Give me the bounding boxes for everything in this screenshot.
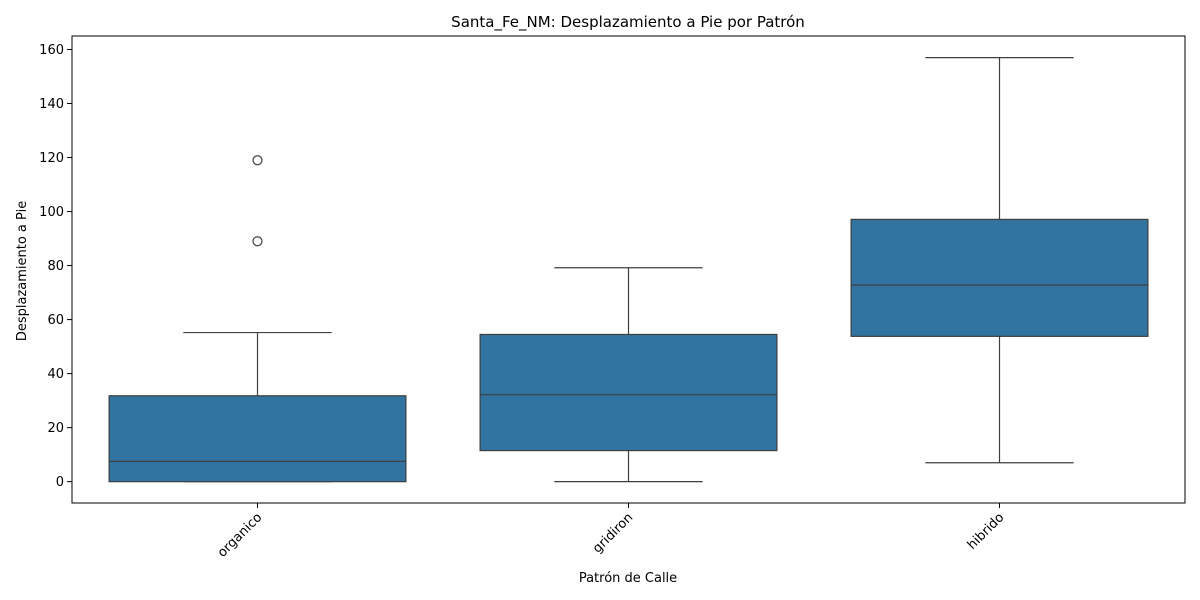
y-tick-label: 20 (47, 421, 64, 436)
y-tick-label: 120 (39, 151, 64, 166)
box-organico (108, 155, 407, 483)
box-gridiron (479, 267, 778, 483)
x-axis-title: Patrón de Calle (579, 571, 677, 586)
chart-title: Santa_Fe_NM: Desplazamiento a Pie por Pa… (451, 13, 805, 32)
x-tick-label: organico (215, 510, 265, 560)
iqr-box (850, 218, 1149, 337)
y-tick-label: 0 (56, 475, 64, 490)
outlier-point (252, 155, 263, 166)
y-axis: 0 20 40 60 80 100 120 140 160 (39, 43, 72, 490)
plot-area (108, 57, 1149, 483)
y-tick-label: 100 (39, 205, 64, 220)
x-axis: organico gridiron hibrido (215, 503, 1007, 561)
box-hibrido (850, 57, 1149, 464)
x-tick-label: gridiron (590, 510, 636, 556)
iqr-box (479, 333, 778, 452)
y-tick-label: 60 (47, 313, 64, 328)
y-tick-label: 160 (39, 43, 64, 58)
y-tick-label: 80 (47, 259, 64, 274)
outlier-point (252, 236, 263, 247)
y-axis-title: Desplazamiento a Pie (15, 201, 30, 341)
x-tick-label: hibrido (965, 510, 1008, 553)
y-tick-label: 140 (39, 97, 64, 112)
iqr-box (108, 395, 407, 483)
plot-frame (71, 35, 1186, 504)
y-tick-label: 40 (47, 367, 64, 382)
